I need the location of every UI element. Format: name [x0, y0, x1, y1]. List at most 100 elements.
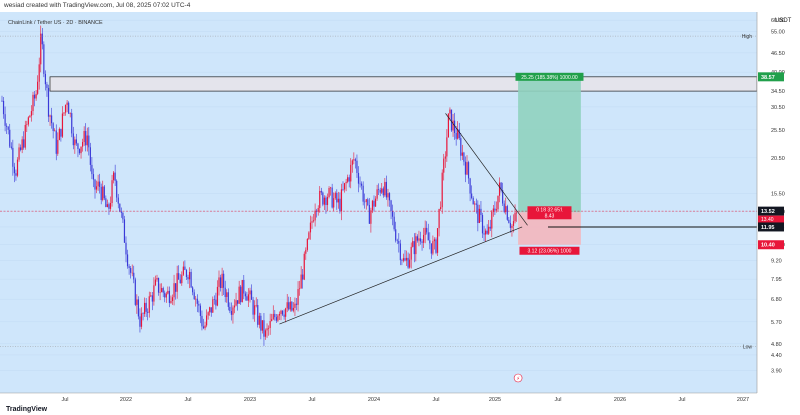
x-tick-label: 2022	[120, 397, 132, 403]
event-marker-icon	[513, 373, 523, 383]
candle-body	[477, 204, 479, 223]
candle-body	[512, 221, 515, 226]
x-tick-label: 2025	[489, 397, 501, 403]
candle-body	[426, 227, 428, 233]
candle-body	[15, 173, 17, 176]
trendlines[interactable]: ⚡	[279, 113, 528, 383]
candle-body	[340, 189, 343, 212]
candle-body	[40, 33, 42, 65]
candle-body	[283, 314, 285, 317]
candle-body	[357, 172, 360, 184]
candle-body	[88, 135, 90, 148]
candle-body	[475, 203, 477, 205]
candle-body	[458, 129, 460, 139]
candle-body	[323, 197, 325, 205]
candle-body	[167, 290, 169, 294]
candle-body	[336, 192, 338, 203]
candle-body	[306, 238, 308, 250]
candle-body	[195, 298, 197, 300]
candle-body	[300, 274, 302, 289]
time-axis[interactable]: Jul 2022 Jul 2023 Jul 2024 Jul 2025 Jul 2026 Jul 20…	[0, 392, 757, 403]
price-axis[interactable]: 60.0055.0046.5040.0034.5030.5025.5020.50…	[756, 12, 800, 405]
candle-body	[6, 125, 8, 127]
candle-body	[131, 272, 133, 274]
candle-body	[274, 313, 276, 318]
candle-body	[58, 128, 60, 140]
candle-body	[294, 303, 296, 308]
candle-body	[367, 199, 369, 205]
candle-body	[350, 164, 352, 182]
candle-body	[176, 273, 178, 292]
candle-body	[75, 139, 77, 144]
candle-body	[464, 161, 467, 175]
candle-body	[187, 277, 189, 280]
candle-body	[123, 219, 126, 243]
candle-body	[410, 246, 412, 260]
chart-area[interactable]: 25.25 (185.38%) 1000.00 0.18 32.651 8.43 3.…	[0, 12, 800, 405]
candle-body	[140, 313, 143, 327]
candle-body	[424, 227, 426, 235]
candle-body	[63, 112, 65, 114]
candle-body	[23, 139, 25, 148]
high-label: High	[742, 34, 753, 40]
candle-body	[94, 179, 96, 190]
y-tick-label: 55.00	[771, 29, 785, 35]
candle-body	[44, 73, 46, 85]
candle-body	[103, 186, 105, 199]
candle-body	[299, 288, 301, 290]
candle-body	[133, 272, 135, 280]
candle-body	[322, 192, 324, 205]
candle-body	[213, 299, 215, 300]
candle-body	[198, 303, 200, 306]
candle-body	[105, 198, 107, 208]
candle-body	[210, 307, 212, 313]
candle-body	[255, 305, 257, 306]
candle-body	[505, 206, 507, 212]
candle-body	[215, 299, 217, 306]
candle-body	[161, 288, 163, 292]
candle-body	[361, 183, 363, 186]
candle-body	[460, 138, 462, 156]
candle-body	[219, 277, 222, 289]
candle-body	[206, 315, 208, 326]
candle-body	[509, 222, 511, 228]
candle-body	[467, 162, 470, 179]
candle-body	[83, 130, 85, 143]
candle-body	[368, 204, 370, 224]
candle-body	[395, 229, 397, 241]
candle-body	[26, 124, 28, 126]
candle-body	[233, 305, 236, 308]
y-tick-label: 5.70	[771, 320, 782, 326]
candle-body	[379, 189, 381, 193]
x-tick-label: Jul	[432, 397, 439, 403]
x-tick-label: Jul	[554, 397, 561, 403]
candle-body	[57, 139, 59, 154]
candle-body	[289, 301, 291, 310]
candle-body	[27, 117, 29, 125]
candle-body	[218, 277, 220, 287]
candle-body	[498, 182, 501, 196]
candle-body	[43, 44, 45, 74]
candle-body	[353, 159, 355, 161]
stop-label: 3.12 (23.06%) 1000	[528, 249, 572, 255]
candle-body	[120, 211, 122, 213]
candle-body	[240, 286, 242, 303]
candle-body	[474, 203, 476, 205]
y-tick-label: 46.50	[771, 51, 785, 57]
candle-body	[109, 203, 112, 209]
tradingview-logo: TradingView	[6, 406, 48, 413]
candle-body	[207, 312, 209, 316]
candle-body	[461, 152, 463, 156]
y-tick-label: 25.50	[771, 128, 785, 134]
y-tick-label: 34.50	[771, 89, 785, 95]
candle-body	[92, 174, 95, 180]
candle-body	[224, 287, 226, 297]
candle-body	[370, 210, 372, 224]
candle-body	[85, 130, 87, 146]
candle-body	[351, 160, 353, 165]
candle-body	[9, 129, 11, 147]
candle-body	[469, 178, 471, 194]
candle-body	[119, 203, 121, 212]
